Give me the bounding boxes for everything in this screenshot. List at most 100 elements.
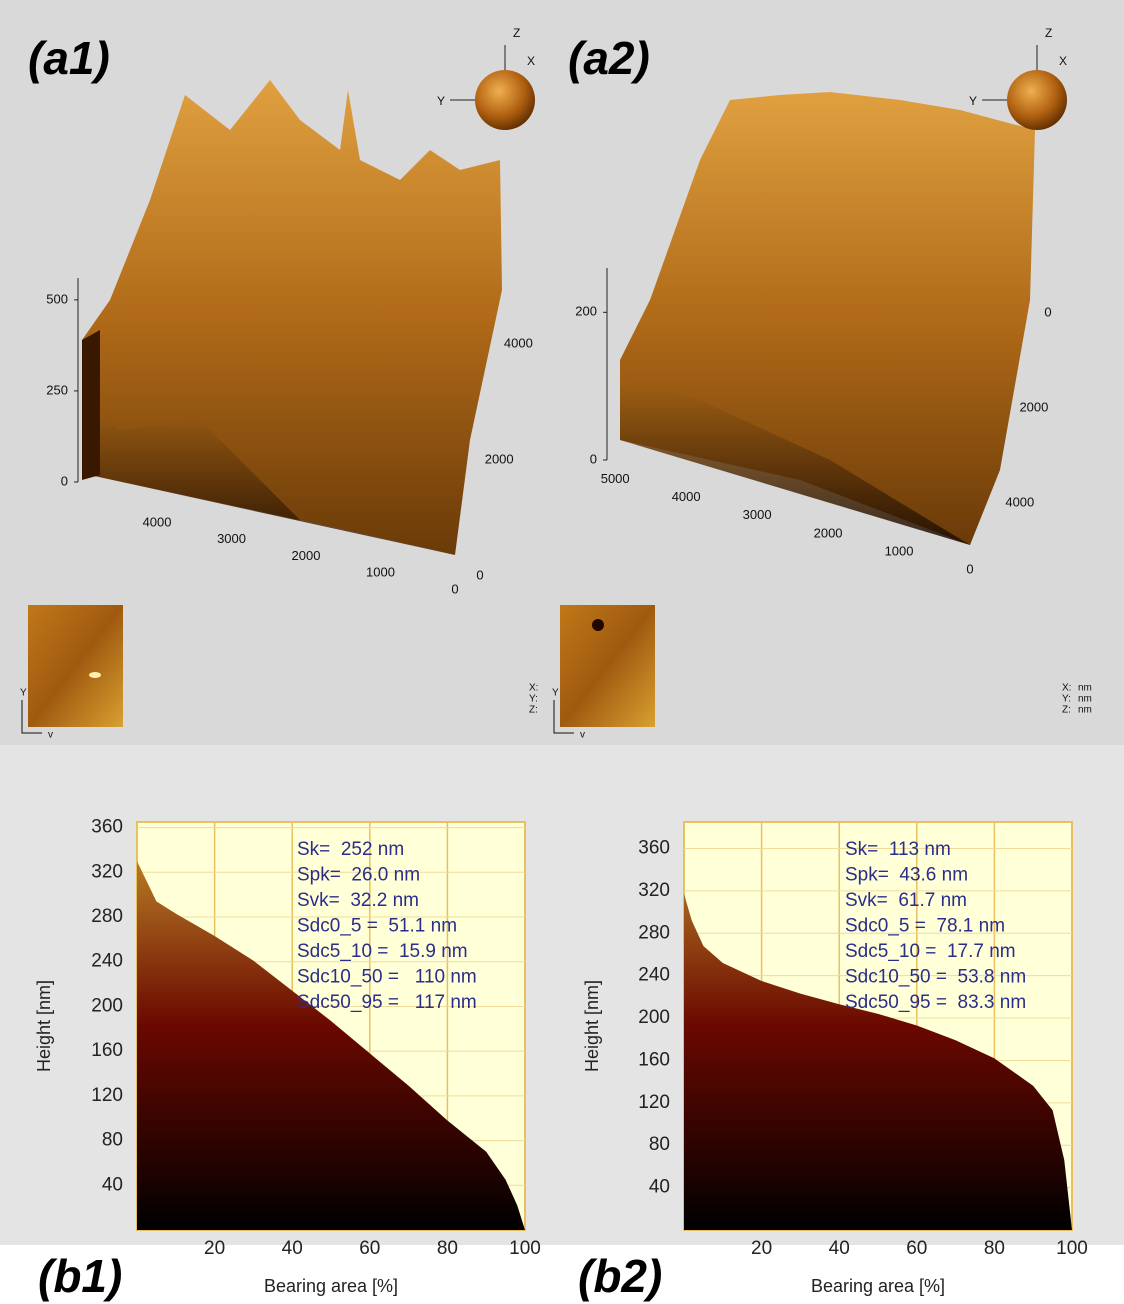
orientation-letter: Y: [437, 94, 445, 108]
x-tick-label: 1000: [885, 543, 914, 558]
y-tick-label: 80: [102, 1130, 123, 1151]
x-tick-label: 2000: [814, 525, 843, 540]
x-tick-label: 2000: [292, 548, 321, 563]
y-tick-label: 160: [638, 1049, 670, 1070]
z-tick-label: 250: [46, 382, 68, 397]
thumb-corner: [21, 700, 42, 734]
annotation: Sk= 252 nm: [297, 839, 404, 860]
annotation: Sdc5_10 = 17.7 nm: [845, 941, 1016, 962]
y-tick-label: 280: [91, 906, 123, 927]
thumbnail-pit: [592, 619, 604, 631]
annotation: Sdc10_50 = 53.8 nm: [845, 967, 1026, 988]
x-tick-label: 80: [984, 1238, 1005, 1259]
panel-label: (b1): [38, 1250, 122, 1302]
panel-label: (a2): [568, 32, 650, 84]
y-tick-label: 2000: [1019, 399, 1048, 414]
unit-axis: X:: [1062, 683, 1071, 694]
x-axis-label: Bearing area [%]: [811, 1276, 945, 1296]
orientation-letter: Z: [513, 26, 520, 40]
z-tick-label: 500: [46, 291, 68, 306]
annotation: Spk= 26.0 nm: [297, 865, 420, 886]
annotation: Sdc0_5 = 51.1 nm: [297, 916, 457, 937]
annotation: Sdc50_95 = 83.3 nm: [845, 992, 1026, 1013]
label-background: [572, 1254, 672, 1304]
x-tick-label: 0: [451, 581, 458, 596]
thumbnail-peak: [89, 672, 101, 678]
z-tick-label: 0: [590, 451, 597, 466]
y-tick-label: 4000: [1005, 494, 1034, 509]
thumbnail: [28, 605, 123, 727]
x-tick-label: 3000: [743, 507, 772, 522]
unit-axis: Z:: [529, 705, 538, 716]
y-tick-label: 160: [91, 1040, 123, 1061]
surface-a2: [620, 92, 1035, 545]
y-tick-label: 4000: [504, 336, 533, 351]
x-tick-label: 20: [204, 1238, 225, 1259]
orientation-letter: X: [1059, 54, 1067, 68]
orientation-letter: Y: [969, 94, 977, 108]
thumb-corner: [553, 700, 574, 734]
x-tick-label: 20: [751, 1238, 772, 1259]
y-axis-label: Height [nm]: [582, 980, 602, 1072]
footer-background: [0, 1245, 1124, 1304]
annotation: Sdc10_50 = 110 nm: [297, 967, 477, 988]
z-tick-label: 200: [575, 304, 597, 319]
x-tick-label: 100: [509, 1238, 541, 1259]
x-tick-label: 3000: [217, 531, 246, 546]
unit: nm: [1078, 705, 1092, 716]
y-tick-label: 120: [638, 1092, 670, 1113]
x-tick-label: 4000: [672, 489, 701, 504]
label-background: [32, 1254, 132, 1304]
unit: nm: [1078, 683, 1092, 694]
unit-axis: Z:: [1062, 705, 1071, 716]
x-tick-label: 0: [966, 561, 973, 576]
y-tick-label: 2000: [485, 452, 514, 467]
y-tick-label: 80: [649, 1134, 670, 1155]
y-tick-label: 200: [91, 995, 123, 1016]
x-tick-label: 60: [359, 1238, 380, 1259]
bearing-area: [137, 861, 525, 1230]
y-axis-label: Height [nm]: [34, 980, 54, 1072]
unit-axis: Y:: [1062, 694, 1071, 705]
y-tick-label: 280: [638, 922, 670, 943]
thumb-axis: Y: [552, 688, 559, 699]
unit-axis: X:: [529, 683, 538, 694]
surface-a1: [82, 80, 502, 555]
annotation: Sdc50_95 = 117 nm: [297, 992, 477, 1013]
y-tick-label: 0: [476, 567, 483, 582]
y-tick-label: 320: [638, 880, 670, 901]
thumbnail: [560, 605, 655, 727]
bearing-area: [684, 894, 1072, 1230]
y-tick-label: 0: [1044, 304, 1051, 319]
y-tick-label: 360: [638, 838, 670, 859]
panel-label: (b2): [578, 1250, 662, 1302]
annotation: Svk= 32.2 nm: [297, 890, 419, 911]
y-tick-label: 40: [102, 1174, 123, 1195]
x-tick-label: 4000: [143, 514, 172, 529]
y-tick-label: 120: [91, 1085, 123, 1106]
orientation-letter: Z: [1045, 26, 1052, 40]
thumb-axis: Y: [20, 688, 27, 699]
z-tick-label: 0: [61, 473, 68, 488]
y-tick-label: 200: [638, 1007, 670, 1028]
unit-axis: Y:: [529, 694, 538, 705]
x-tick-label: 5000: [601, 471, 630, 486]
annotation: Sdc0_5 = 78.1 nm: [845, 916, 1005, 937]
y-tick-label: 360: [91, 817, 123, 838]
y-tick-label: 240: [638, 965, 670, 986]
annotation: Spk= 43.6 nm: [845, 865, 968, 886]
thumb-axis: v: [48, 730, 53, 741]
x-tick-label: 80: [437, 1238, 458, 1259]
unit: nm: [1078, 694, 1092, 705]
x-tick-label: 100: [1056, 1238, 1088, 1259]
annotation: Svk= 61.7 nm: [845, 890, 967, 911]
annotation: Sk= 113 nm: [845, 839, 951, 860]
x-tick-label: 40: [282, 1238, 303, 1259]
orientation-ball: [475, 70, 535, 130]
x-tick-label: 1000: [366, 565, 395, 580]
y-tick-label: 40: [649, 1177, 670, 1198]
x-axis-label: Bearing area [%]: [264, 1276, 398, 1296]
x-tick-label: 60: [906, 1238, 927, 1259]
orientation-ball: [1007, 70, 1067, 130]
